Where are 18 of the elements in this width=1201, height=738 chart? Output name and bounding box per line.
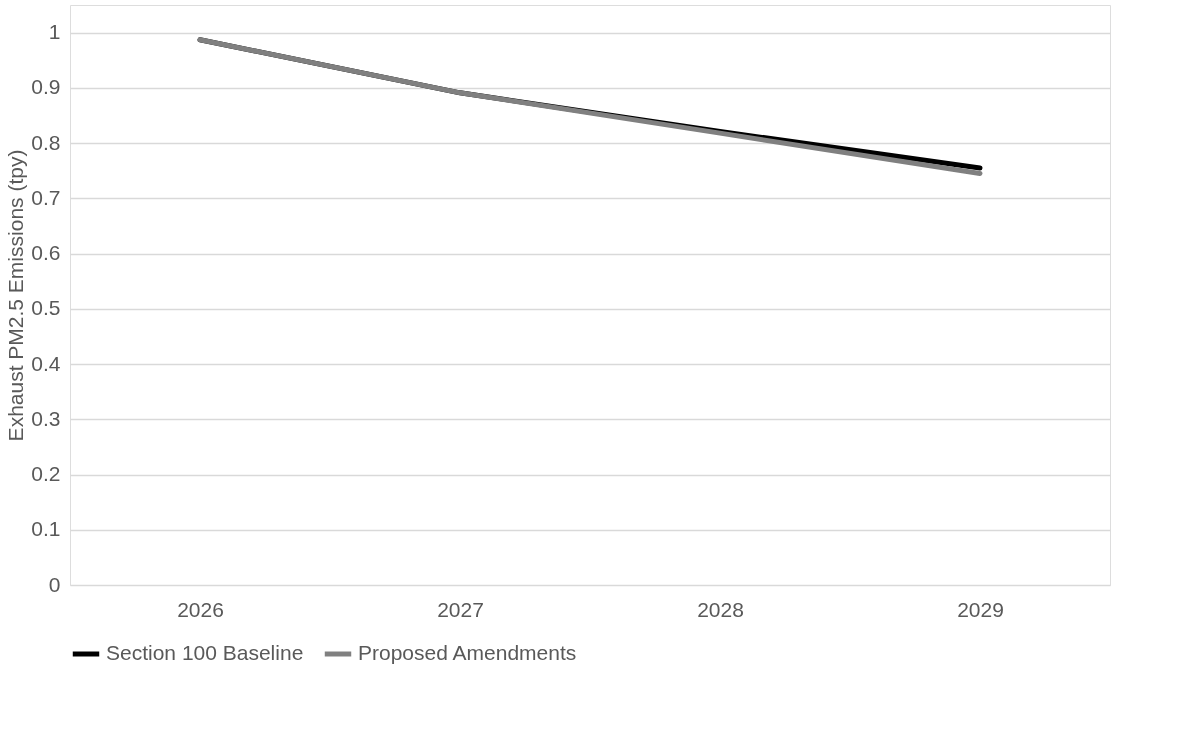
y-tick-label: 0.9 <box>31 75 61 99</box>
x-tick-label: 2028 <box>697 597 744 621</box>
x-tick-label: 2029 <box>957 597 1004 621</box>
y-tick-label: 0.2 <box>31 462 61 486</box>
y-tick-label: 0.7 <box>31 185 61 209</box>
x-tick-label: 2027 <box>437 597 484 621</box>
legend-label: Proposed Amendments <box>358 641 577 664</box>
y-tick-label: 0.8 <box>31 130 61 154</box>
legend-label: Section 100 Baseline <box>106 641 304 664</box>
y-tick-label: 0.5 <box>31 296 61 320</box>
y-tick-label: 0.4 <box>31 351 61 375</box>
y-tick-label: 0.1 <box>31 517 61 541</box>
y-tick-label: 1 <box>48 20 61 44</box>
y-axis-title: Exhaust PM2.5 Emissions (tpy) <box>4 149 28 442</box>
y-tick-label: 0.3 <box>31 406 61 430</box>
x-tick-label: 2026 <box>177 597 224 621</box>
y-tick-label: 0 <box>48 572 61 596</box>
y-tick-label: 0.6 <box>31 241 61 265</box>
